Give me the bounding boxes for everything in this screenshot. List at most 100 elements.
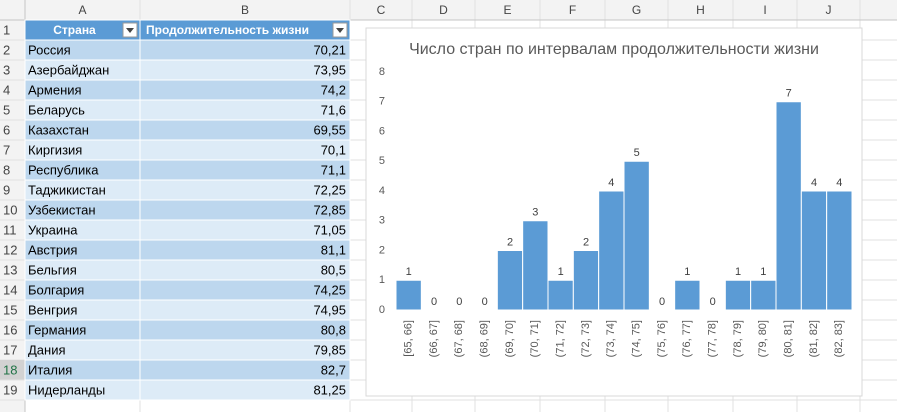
column-header[interactable]: A xyxy=(78,3,86,17)
bar[interactable] xyxy=(598,190,625,311)
cell-text: Германия xyxy=(28,322,86,337)
column-header[interactable]: D xyxy=(439,3,448,17)
row-header[interactable]: 4 xyxy=(3,82,10,97)
row-header[interactable]: 10 xyxy=(3,202,17,217)
y-tick-label: 1 xyxy=(379,274,385,286)
column-header[interactable]: E xyxy=(503,3,511,17)
row-header-bar xyxy=(0,0,25,412)
x-tick-label: (70, 71] xyxy=(529,320,541,357)
table-cell[interactable] xyxy=(139,159,351,181)
cell-text: Нидерланды xyxy=(28,382,105,397)
table-cell[interactable] xyxy=(139,139,351,161)
table-cell[interactable] xyxy=(139,359,351,381)
row-header[interactable]: 16 xyxy=(3,322,17,337)
row-header[interactable]: 14 xyxy=(3,282,17,297)
row-header[interactable]: 13 xyxy=(3,262,17,277)
row-header[interactable]: 15 xyxy=(3,302,17,317)
bar[interactable] xyxy=(674,279,701,311)
cell-text: 80,5 xyxy=(321,262,346,277)
row-header[interactable]: 18 xyxy=(3,362,17,377)
row-header[interactable]: 7 xyxy=(3,142,10,157)
column-header[interactable]: F xyxy=(569,3,576,17)
bar[interactable] xyxy=(750,279,777,311)
data-label: 1 xyxy=(406,266,412,278)
bar[interactable] xyxy=(623,160,650,311)
cell-text: 71,05 xyxy=(313,222,346,237)
bar[interactable] xyxy=(826,190,853,311)
row-header[interactable]: 2 xyxy=(3,42,10,57)
bar[interactable] xyxy=(547,279,574,311)
row-header[interactable]: 9 xyxy=(3,182,10,197)
x-tick-label: (78, 79] xyxy=(732,320,744,357)
bar[interactable] xyxy=(800,190,828,311)
filter-arrow xyxy=(336,28,344,33)
cell-text: 73,95 xyxy=(313,62,346,77)
bar[interactable] xyxy=(724,279,752,311)
data-label: 0 xyxy=(482,296,488,308)
x-tick-label: [65, 66] xyxy=(403,320,415,357)
row-header[interactable]: 6 xyxy=(3,122,10,137)
row-header[interactable]: 8 xyxy=(3,162,10,177)
table-cell[interactable] xyxy=(139,79,351,101)
cell-text: 80,8 xyxy=(321,322,346,337)
x-tick-label: (80, 81] xyxy=(783,320,795,357)
table-header-text: Страна xyxy=(53,23,96,37)
bar[interactable] xyxy=(395,279,422,311)
data-label: 7 xyxy=(786,88,792,100)
data-label: 4 xyxy=(836,177,842,189)
cell-text: 81,25 xyxy=(313,382,346,397)
table-cell[interactable] xyxy=(139,99,351,121)
cell-text: Австрия xyxy=(28,242,77,257)
cell-text: Азербайджан xyxy=(28,62,109,77)
cell-text: Казахстан xyxy=(28,122,89,137)
bar[interactable] xyxy=(775,101,802,311)
cell-text: 81,1 xyxy=(321,242,346,257)
data-label: 1 xyxy=(684,266,690,278)
table-cell[interactable] xyxy=(139,379,351,401)
row-header[interactable]: 3 xyxy=(3,62,10,77)
bar[interactable] xyxy=(572,250,600,311)
data-label: 0 xyxy=(431,296,437,308)
x-tick-label: (71, 72] xyxy=(555,320,567,357)
bar[interactable] xyxy=(496,250,524,311)
x-tick-label: (75, 76] xyxy=(656,320,668,357)
x-tick-label: (82, 83] xyxy=(833,320,845,357)
table-cell[interactable] xyxy=(139,239,351,261)
cell-text: 82,7 xyxy=(321,362,346,377)
cell-text: 74,25 xyxy=(313,282,346,297)
x-tick-label: (74, 75] xyxy=(631,320,643,357)
cell-text: Италия xyxy=(28,362,72,377)
filter-arrow xyxy=(126,28,134,33)
x-tick-label: (68, 69] xyxy=(479,320,491,357)
y-tick-label: 7 xyxy=(379,96,385,108)
data-label: 1 xyxy=(735,266,741,278)
cell-text: Таджикистан xyxy=(28,182,106,197)
row-header[interactable]: 5 xyxy=(3,102,10,117)
cell-text: 72,25 xyxy=(313,182,346,197)
data-label: 0 xyxy=(659,296,665,308)
column-header[interactable]: C xyxy=(377,3,386,17)
row-header[interactable]: 1 xyxy=(3,22,10,37)
table-cell[interactable] xyxy=(139,319,351,341)
column-header[interactable]: I xyxy=(763,3,766,17)
row-header[interactable]: 12 xyxy=(3,242,17,257)
column-header[interactable]: G xyxy=(632,3,641,17)
data-label: 0 xyxy=(710,296,716,308)
column-header[interactable]: J xyxy=(826,3,832,17)
y-tick-label: 4 xyxy=(379,185,385,197)
row-header[interactable]: 19 xyxy=(3,382,17,397)
data-label: 3 xyxy=(532,207,538,219)
bar[interactable] xyxy=(522,220,549,311)
row-header[interactable]: 11 xyxy=(3,222,17,237)
column-header[interactable]: H xyxy=(696,3,705,17)
column-header[interactable]: B xyxy=(241,3,249,17)
x-tick-label: (81, 82] xyxy=(808,320,820,357)
x-tick-label: (72, 73] xyxy=(580,320,592,357)
cell-text: Беларусь xyxy=(28,102,85,117)
cell-text: 71,1 xyxy=(321,162,346,177)
table-cell[interactable] xyxy=(139,259,351,281)
row-header[interactable]: 17 xyxy=(3,342,17,357)
y-tick-label: 6 xyxy=(379,125,385,137)
cell-text: 74,95 xyxy=(313,302,346,317)
cell-text: Бельгия xyxy=(28,262,77,277)
